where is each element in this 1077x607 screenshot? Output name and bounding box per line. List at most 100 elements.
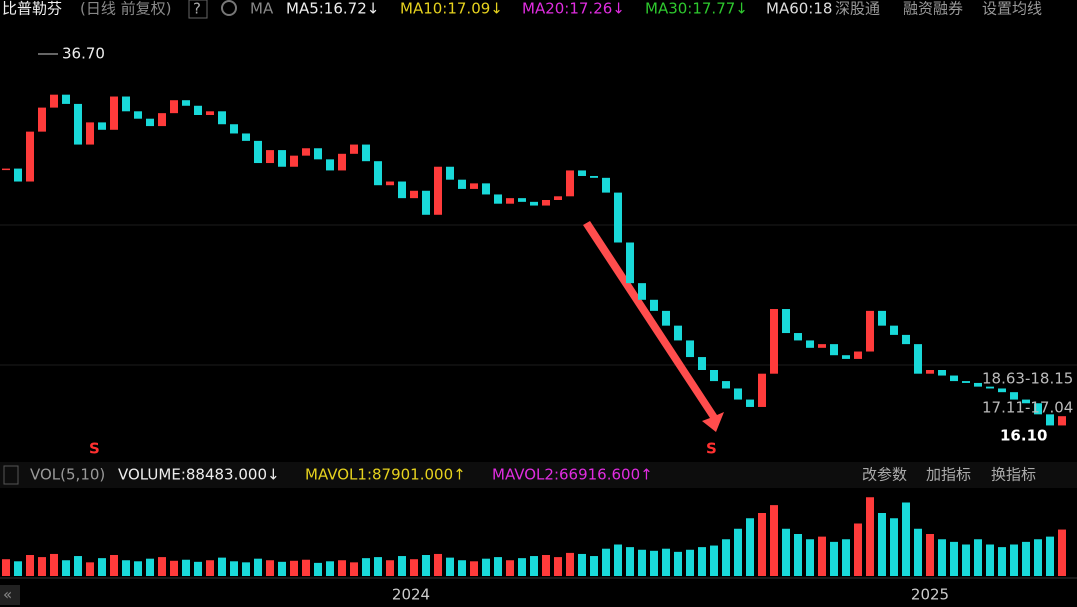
volume-bar bbox=[866, 497, 874, 576]
volume-bar bbox=[566, 552, 574, 576]
indicator-bar bbox=[0, 462, 1077, 488]
candle bbox=[914, 344, 922, 374]
tag[interactable]: 深股通 bbox=[835, 0, 880, 18]
volume-bar bbox=[146, 558, 154, 576]
mode[interactable]: (日线 前复权) bbox=[80, 0, 171, 18]
volume-bar bbox=[278, 561, 286, 576]
volume-bar bbox=[458, 560, 466, 576]
volume-bar bbox=[818, 536, 826, 576]
volume-bar bbox=[530, 556, 538, 576]
tag[interactable]: 设置均线 bbox=[982, 0, 1042, 18]
price-label: 17.11-17.04 bbox=[982, 399, 1073, 417]
candle bbox=[86, 122, 94, 145]
volume-bar bbox=[674, 551, 682, 576]
volume-bar bbox=[302, 559, 310, 576]
candle bbox=[902, 334, 910, 345]
x-axis-label: 2024 bbox=[392, 586, 430, 604]
candle bbox=[638, 283, 646, 300]
volume-bar bbox=[482, 558, 490, 576]
candle bbox=[242, 133, 250, 141]
candle bbox=[542, 200, 550, 206]
candle bbox=[26, 131, 34, 182]
volume-bar bbox=[110, 555, 118, 576]
candle bbox=[194, 105, 202, 115]
candle bbox=[746, 399, 754, 407]
candle bbox=[1034, 403, 1042, 415]
ma30: MA30:17.77↓ bbox=[645, 0, 748, 18]
volume-bar bbox=[602, 548, 610, 576]
button[interactable]: 加指标 bbox=[926, 466, 971, 484]
button[interactable]: 换指标 bbox=[991, 466, 1036, 484]
volume-bar bbox=[206, 560, 214, 576]
tag[interactable]: 融资融券 bbox=[903, 0, 963, 18]
candle bbox=[182, 100, 190, 106]
candle bbox=[122, 96, 130, 112]
vol-name: VOL(5,10) bbox=[30, 466, 105, 484]
candle bbox=[1022, 399, 1030, 404]
volume-bar bbox=[446, 557, 454, 576]
candle bbox=[1058, 416, 1066, 426]
candle bbox=[158, 113, 166, 127]
volume-bar bbox=[410, 559, 418, 576]
volume-bar bbox=[470, 561, 478, 576]
volume-bar bbox=[1034, 539, 1042, 576]
panel-icon[interactable] bbox=[3, 465, 19, 485]
candle bbox=[50, 94, 58, 108]
help-box[interactable] bbox=[188, 0, 208, 19]
button[interactable]: 改参数 bbox=[862, 466, 907, 484]
volume: VOLUME:88483.000↓ bbox=[118, 466, 280, 484]
candle bbox=[818, 344, 826, 348]
volume-bar bbox=[74, 556, 82, 576]
candle bbox=[962, 381, 970, 383]
volume-bar bbox=[326, 561, 334, 576]
trend-arrow bbox=[583, 221, 724, 432]
scroll-button[interactable] bbox=[0, 585, 20, 605]
candle bbox=[530, 201, 538, 206]
gear-icon[interactable] bbox=[221, 0, 237, 16]
volume-bar bbox=[122, 560, 130, 576]
volume-bar bbox=[662, 548, 670, 576]
candle bbox=[602, 177, 610, 193]
candle bbox=[230, 124, 238, 134]
volume-bar bbox=[494, 557, 502, 576]
volume-bar bbox=[542, 555, 550, 576]
candle bbox=[758, 373, 766, 407]
volume-bar bbox=[650, 550, 658, 576]
volume-bar bbox=[890, 518, 898, 576]
candle bbox=[482, 183, 490, 195]
candle bbox=[254, 140, 262, 164]
low-label: 16.10 bbox=[1000, 427, 1047, 445]
candle bbox=[734, 388, 742, 400]
candle bbox=[386, 181, 394, 186]
volume-bar bbox=[266, 560, 274, 576]
candle bbox=[878, 310, 886, 326]
candle bbox=[854, 351, 862, 359]
ma20: MA20:17.26↓ bbox=[522, 0, 625, 18]
help[interactable]: ? bbox=[193, 0, 201, 18]
volume-bar bbox=[254, 558, 262, 576]
candle bbox=[686, 340, 694, 358]
candle bbox=[134, 111, 142, 119]
volume-bar bbox=[506, 560, 514, 576]
volume-bar bbox=[422, 555, 430, 576]
volume-bar bbox=[86, 562, 94, 576]
candle bbox=[866, 310, 874, 352]
scroll-icon[interactable]: « bbox=[3, 586, 12, 604]
volume-bar bbox=[374, 557, 382, 576]
candle bbox=[410, 190, 418, 199]
volume-bar bbox=[38, 557, 46, 576]
volume-bar bbox=[938, 539, 946, 576]
candle bbox=[362, 144, 370, 162]
candle bbox=[302, 148, 310, 156]
volume-bar bbox=[950, 541, 958, 576]
volume-bar bbox=[182, 559, 190, 576]
volume-bar bbox=[614, 544, 622, 576]
ma10: MA10:17.09↓ bbox=[400, 0, 503, 18]
volume-bar bbox=[362, 558, 370, 576]
mavol2: MAVOL2:66916.600↑ bbox=[492, 466, 653, 484]
volume-bar bbox=[398, 556, 406, 576]
volume-bar bbox=[2, 559, 10, 576]
ma5: MA5:16.72↓ bbox=[286, 0, 379, 18]
